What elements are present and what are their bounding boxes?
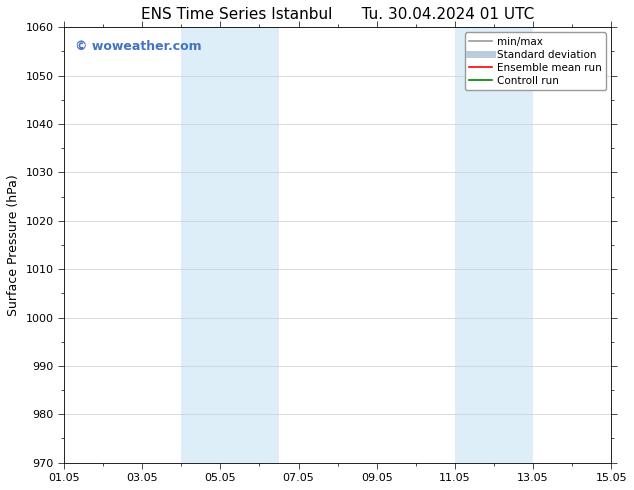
Legend: min/max, Standard deviation, Ensemble mean run, Controll run: min/max, Standard deviation, Ensemble me…	[465, 32, 606, 90]
Bar	[181, 27, 279, 463]
Bar	[455, 27, 533, 463]
Y-axis label: Surface Pressure (hPa): Surface Pressure (hPa)	[7, 174, 20, 316]
Text: © woweather.com: © woweather.com	[75, 40, 202, 53]
Title: ENS Time Series Istanbul      Tu. 30.04.2024 01 UTC: ENS Time Series Istanbul Tu. 30.04.2024 …	[141, 7, 534, 22]
